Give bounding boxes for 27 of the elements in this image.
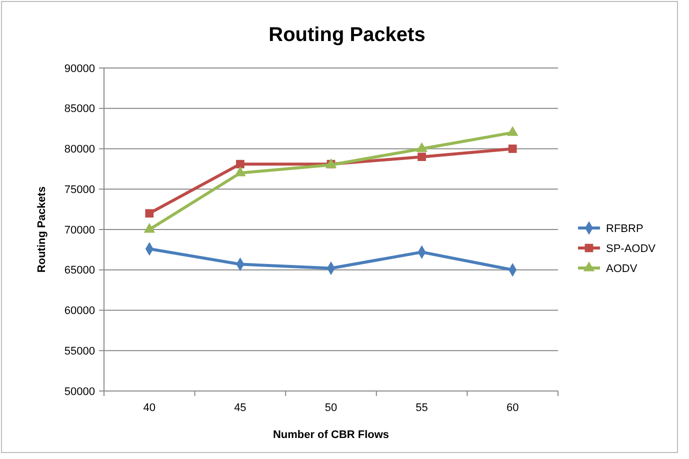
point: [418, 152, 426, 162]
y-tick-label: 60000: [64, 305, 95, 318]
y-tick-label: 65000: [64, 264, 95, 277]
y-tick-label: 75000: [64, 184, 95, 196]
point: [145, 209, 154, 218]
legend-label: SP-AODV: [606, 242, 656, 255]
y-tick-label: 50000: [64, 386, 95, 398]
chart-title: Routing Packets: [268, 24, 426, 46]
point: [508, 144, 517, 153]
legend-label: AODV: [606, 262, 638, 275]
legend-label: RFBRP: [606, 222, 644, 235]
point: [234, 166, 246, 176]
point: [416, 142, 428, 152]
y-tick-label: 90000: [64, 62, 95, 75]
y-tick-label: 80000: [64, 144, 95, 156]
x-tick-label: 40: [143, 402, 156, 414]
point: [236, 160, 244, 168]
x-tick-label: 50: [324, 402, 338, 414]
x-axis-title: Number of CBR Flows: [272, 429, 390, 441]
x-tick-label: 60: [506, 402, 519, 414]
y-tick-label: 85000: [64, 103, 95, 116]
y-tick-label: 70000: [64, 224, 95, 236]
x-tick-label: 45: [234, 402, 246, 414]
y-tick-label: 55000: [64, 345, 95, 358]
x-tick-label: 55: [416, 402, 428, 414]
y-axis-title: Routing Packets: [36, 186, 48, 273]
point: [506, 126, 518, 136]
